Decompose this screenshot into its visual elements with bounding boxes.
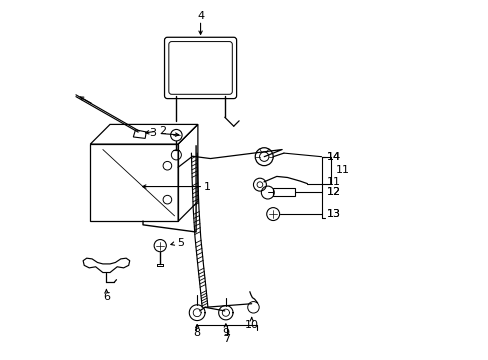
Text: 6: 6 [103, 292, 110, 302]
Text: 11: 11 [326, 177, 340, 187]
Text: 1: 1 [203, 181, 210, 192]
Text: 9: 9 [222, 328, 229, 338]
Text: 13: 13 [326, 209, 340, 219]
Text: 14: 14 [326, 152, 341, 162]
Text: 8: 8 [193, 328, 200, 338]
Text: 12: 12 [326, 187, 341, 197]
Text: 3: 3 [149, 129, 156, 138]
Text: 10: 10 [244, 320, 258, 329]
Text: 13: 13 [326, 209, 340, 219]
Text: 11: 11 [335, 165, 349, 175]
Text: 4: 4 [197, 11, 203, 21]
Text: 14: 14 [326, 152, 341, 162]
Text: 7: 7 [223, 333, 230, 343]
Text: 2: 2 [159, 126, 166, 136]
Text: 5: 5 [177, 238, 183, 248]
Text: 12: 12 [326, 187, 341, 197]
